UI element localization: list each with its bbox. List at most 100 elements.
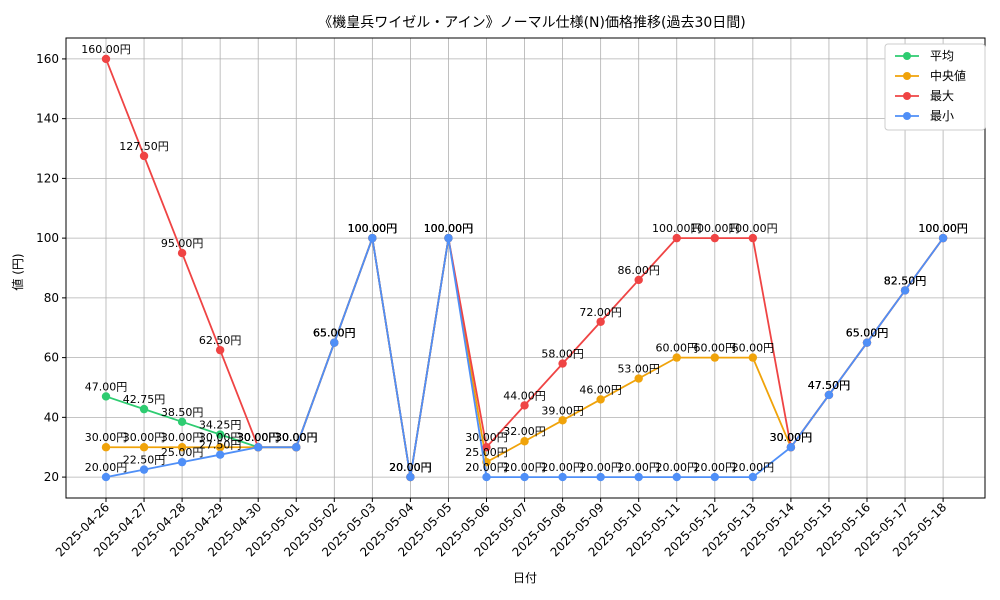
data-label: 30.00円 — [770, 431, 813, 444]
data-label: 20.00円 — [389, 461, 432, 474]
data-label: 20.00円 — [503, 461, 546, 474]
data-label: 62.50円 — [199, 334, 242, 347]
data-label: 47.50円 — [808, 379, 851, 392]
data-point — [558, 472, 567, 482]
legend-label: 平均 — [930, 49, 954, 63]
data-label: 65.00円 — [313, 327, 356, 340]
legend-label: 最小 — [930, 109, 954, 123]
data-label: 30.00円 — [465, 431, 508, 444]
legend-label: 中央値 — [930, 68, 966, 83]
data-point — [520, 401, 529, 410]
y-tick-label: 60 — [44, 351, 59, 365]
data-label: 20.00円 — [389, 461, 432, 474]
data-point — [482, 443, 491, 452]
data-label: 20.00円 — [732, 461, 775, 474]
data-point — [406, 472, 415, 482]
data-label: 95.00円 — [161, 237, 204, 250]
data-point — [710, 472, 719, 482]
data-point — [520, 437, 529, 446]
plot-frame — [65, 37, 986, 499]
data-point — [177, 248, 187, 258]
data-label: 65.00円 — [846, 327, 889, 340]
data-label: 30.00円 — [275, 431, 318, 444]
series-layer — [101, 54, 948, 482]
data-point — [482, 472, 491, 482]
data-point — [330, 338, 339, 347]
data-label: 82.50円 — [884, 274, 927, 287]
y-tick-label: 140 — [36, 112, 59, 126]
data-point — [634, 374, 643, 383]
data-label: 30.00円 — [275, 431, 318, 444]
data-point — [710, 353, 719, 362]
data-label: 86.00円 — [617, 264, 660, 277]
data-point — [139, 404, 149, 414]
data-point — [139, 443, 149, 452]
data-point — [254, 443, 263, 452]
data-point — [139, 465, 149, 474]
legend-marker — [903, 72, 911, 80]
y-axis-label: 値 (円) — [10, 253, 25, 290]
data-point — [824, 390, 834, 400]
data-point — [139, 151, 149, 161]
data-label: 46.00円 — [579, 383, 622, 396]
data-point — [900, 286, 910, 295]
data-label: 47.00円 — [85, 380, 128, 393]
data-point — [177, 457, 187, 467]
data-point — [215, 450, 225, 459]
data-label: 22.50円 — [123, 454, 166, 467]
data-labels: 47.00円42.75円38.50円34.25円30.00円30.00円65.0… — [81, 43, 968, 474]
data-label: 30.00円 — [237, 431, 280, 444]
data-label: 100.00円 — [690, 222, 740, 235]
data-point — [634, 472, 643, 482]
data-label: 47.50円 — [808, 379, 851, 392]
data-point — [101, 392, 111, 401]
data-label: 20.00円 — [389, 461, 432, 474]
y-tick-label: 160 — [36, 52, 59, 66]
data-point — [862, 338, 872, 347]
data-label: 160.00円 — [81, 43, 131, 56]
data-point — [101, 54, 111, 64]
data-label: 100.00円 — [728, 222, 778, 235]
data-point — [748, 472, 758, 482]
data-label: 100.00円 — [348, 222, 398, 235]
data-point — [292, 443, 301, 452]
data-label: 127.50円 — [119, 140, 169, 153]
data-label: 30.00円 — [237, 431, 280, 444]
data-label: 60.00円 — [694, 342, 737, 355]
data-label: 20.00円 — [465, 461, 508, 474]
data-point — [177, 417, 187, 427]
legend-marker — [903, 92, 911, 100]
data-label: 100.00円 — [424, 222, 474, 235]
y-tick-label: 120 — [36, 171, 59, 185]
x-axis-label: 日付 — [513, 571, 537, 585]
data-label: 100.00円 — [424, 222, 474, 235]
data-label: 20.00円 — [541, 461, 584, 474]
data-point — [558, 359, 567, 368]
data-label: 30.00円 — [85, 431, 128, 444]
data-label: 82.50円 — [884, 274, 927, 287]
data-label: 100.00円 — [652, 222, 702, 235]
data-label: 100.00円 — [918, 222, 968, 235]
data-label: 30.00円 — [275, 431, 318, 444]
data-point — [938, 233, 948, 243]
data-point — [634, 275, 643, 285]
data-label: 100.00円 — [348, 222, 398, 235]
data-label: 34.25円 — [199, 419, 242, 432]
legend-label: 最大 — [930, 89, 954, 103]
data-point — [520, 472, 529, 482]
data-point — [748, 353, 758, 362]
data-label: 20.00円 — [656, 461, 699, 474]
y-tick-label: 40 — [44, 410, 59, 424]
legend-marker — [903, 52, 911, 60]
data-label: 30.00円 — [275, 431, 318, 444]
data-label: 65.00円 — [313, 327, 356, 340]
data-point — [101, 443, 111, 452]
data-label: 60.00円 — [732, 342, 775, 355]
data-label: 65.00円 — [846, 327, 889, 340]
data-label: 39.00円 — [541, 404, 584, 417]
data-point — [101, 472, 111, 482]
data-label: 53.00円 — [617, 363, 660, 376]
data-point — [558, 416, 567, 425]
